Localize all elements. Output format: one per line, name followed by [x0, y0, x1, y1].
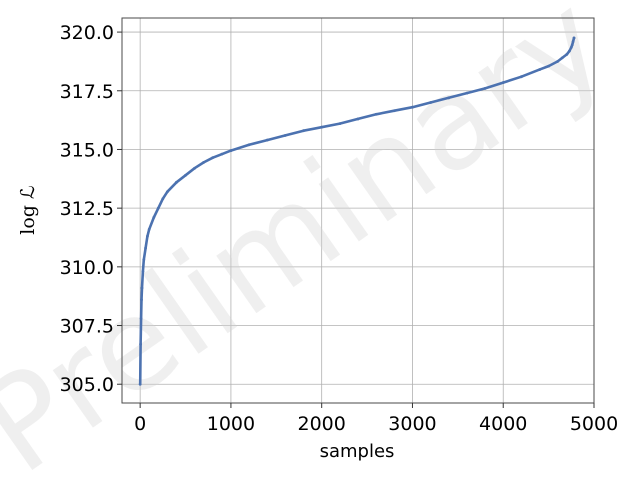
data-point: [139, 342, 143, 346]
data-point: [392, 109, 396, 113]
data-point: [538, 68, 541, 72]
data-point: [570, 43, 574, 47]
tick-marks: [117, 31, 595, 408]
data-point: [156, 206, 160, 210]
x-axis-label: samples: [320, 441, 395, 462]
data-point: [320, 125, 324, 129]
data-point: [465, 91, 469, 95]
data-point: [501, 81, 505, 84]
y-tick-label: 312.5: [60, 198, 114, 220]
data-point: [265, 138, 269, 142]
data-point: [161, 197, 165, 201]
y-tick-label: 307.5: [60, 316, 114, 338]
data-point: [175, 180, 178, 184]
data-point: [374, 112, 378, 116]
data-point: [283, 133, 287, 137]
x-tick-label: 1000: [207, 413, 255, 435]
y-tick-label: 320.0: [60, 22, 114, 44]
x-tick-label: 3000: [388, 413, 436, 435]
x-tick-label: 4000: [479, 413, 527, 435]
data-point: [220, 152, 224, 156]
data-point: [483, 87, 487, 90]
data-point: [338, 122, 342, 126]
data-point: [202, 160, 206, 164]
data-point: [519, 75, 523, 79]
data-point: [565, 52, 569, 56]
data-point: [447, 96, 451, 100]
data-point: [165, 190, 169, 194]
data-point: [556, 60, 560, 63]
data-point: [152, 216, 156, 219]
x-tick-label: 5000: [570, 413, 618, 435]
data-point: [139, 317, 143, 320]
y-tick-label: 305.0: [60, 374, 114, 396]
data-point: [138, 382, 142, 386]
data-point: [568, 49, 571, 53]
data-point: [147, 227, 151, 231]
y-axis-label: log ℒ: [17, 185, 39, 234]
data-point: [571, 40, 575, 43]
y-tick-label: 315.0: [60, 139, 114, 161]
data-point: [547, 64, 551, 68]
data-point: [302, 129, 305, 133]
data-point: [140, 298, 143, 302]
data-points: [138, 36, 576, 386]
y-tick-label: 310.0: [60, 257, 114, 279]
data-point: [411, 105, 414, 109]
data-point: [193, 166, 197, 170]
x-tick-label: 0: [134, 413, 146, 435]
data-point: [229, 149, 233, 153]
data-point: [569, 45, 573, 49]
data-point: [356, 117, 360, 121]
data-point: [142, 258, 146, 262]
data-point: [140, 286, 144, 290]
data-point: [141, 270, 145, 273]
x-tick-label: 2000: [298, 413, 346, 435]
data-point: [144, 246, 148, 250]
data-point: [247, 143, 251, 147]
data-point: [572, 36, 576, 40]
data-point: [184, 173, 187, 177]
plot-frame: [121, 17, 595, 404]
data-point: [211, 156, 215, 160]
data-point: [560, 56, 564, 60]
data-point: [429, 101, 433, 104]
y-tick-label: 317.5: [60, 81, 114, 103]
data-point: [146, 234, 149, 238]
